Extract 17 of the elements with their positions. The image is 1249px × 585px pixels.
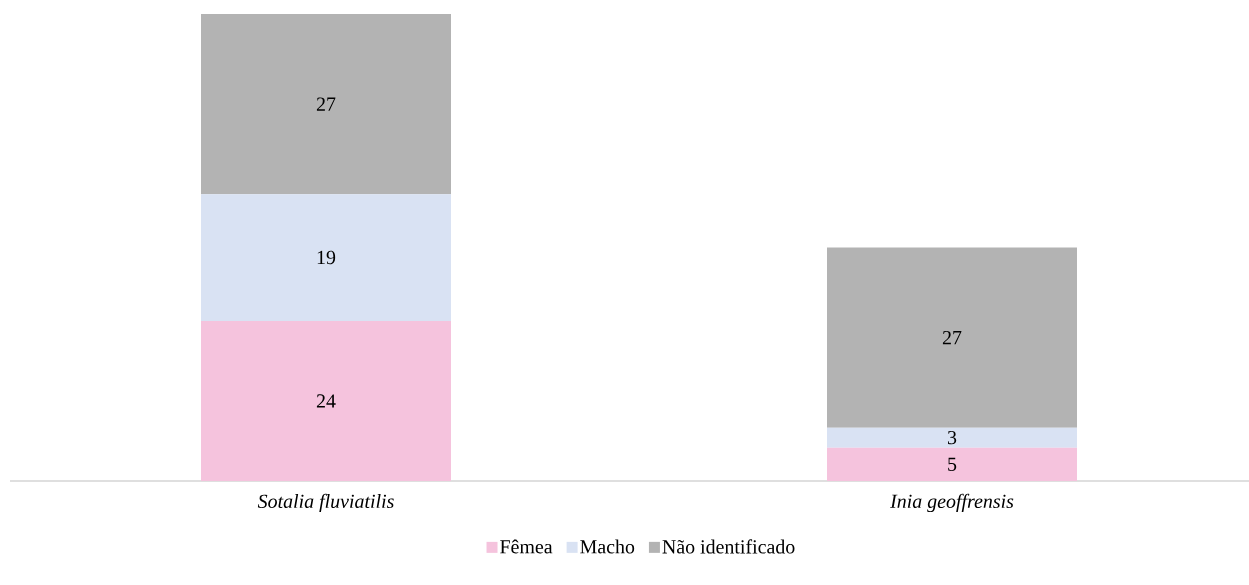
data-label: 19 bbox=[317, 250, 336, 265]
bar bbox=[827, 247, 1077, 428]
data-label: 24 bbox=[316, 394, 336, 408]
data-label: 5 bbox=[948, 457, 957, 471]
data-label: 27 bbox=[316, 97, 336, 111]
x-tick-label: Inia geoffrensis bbox=[890, 493, 1014, 513]
bar bbox=[201, 13, 451, 195]
bar bbox=[827, 427, 1077, 448]
bar bbox=[827, 447, 1077, 481]
x-tick-label: Sotalia fluviatilis bbox=[257, 493, 394, 513]
legend-label: Não identificado bbox=[662, 539, 795, 554]
legend-label: Fêmea bbox=[500, 539, 553, 554]
bar bbox=[201, 194, 451, 321]
legend-label: Macho bbox=[580, 539, 635, 554]
bar bbox=[201, 320, 451, 481]
data-label: 3 bbox=[947, 430, 957, 445]
data-label: 27 bbox=[942, 330, 962, 345]
